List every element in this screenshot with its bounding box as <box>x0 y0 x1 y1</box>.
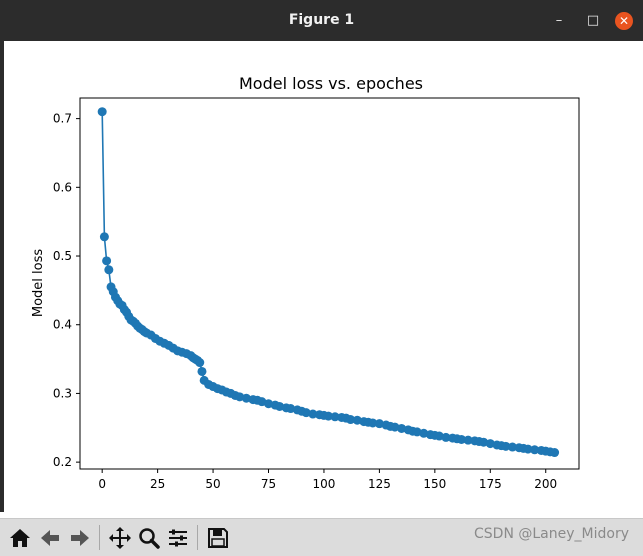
close-button[interactable]: ✕ <box>615 12 633 30</box>
data-point <box>523 444 533 454</box>
x-tick-label: 125 <box>368 477 391 491</box>
zoom-icon[interactable] <box>135 524 163 552</box>
forward-icon[interactable] <box>66 524 94 552</box>
window-border <box>0 41 4 512</box>
y-tick-label: 0.4 <box>53 318 72 332</box>
chart: Model loss vs. epoches Model loss 0 25 50 7… <box>31 74 580 491</box>
series-loss <box>97 107 560 458</box>
y-tick-label: 0.3 <box>53 386 72 400</box>
x-tick-label: 75 <box>261 477 276 491</box>
x-tick-label: 175 <box>479 477 502 491</box>
data-point <box>441 432 451 442</box>
y-axis-label: Model loss <box>31 249 46 318</box>
series-line <box>101 111 555 454</box>
data-point <box>104 265 114 275</box>
x-tick-label: 50 <box>205 477 220 491</box>
window-title: Figure 1 <box>288 12 355 28</box>
data-point <box>330 412 340 422</box>
data-point <box>99 232 109 242</box>
data-point <box>346 415 356 425</box>
data-point <box>368 418 378 428</box>
x-tick-label: 150 <box>423 477 446 491</box>
plot-frame <box>79 97 580 470</box>
chart-title: Model loss vs. epoches <box>239 74 423 93</box>
x-tick-label: 100 <box>313 477 336 491</box>
figure-canvas[interactable]: Model loss vs. epoches Model loss 0 25 50 7… <box>4 41 643 512</box>
save-icon[interactable] <box>204 524 232 552</box>
x-tick-label: 25 <box>150 477 165 491</box>
data-point <box>195 358 205 368</box>
y-tick-label: 0.5 <box>53 249 72 263</box>
data-point <box>323 411 333 421</box>
maximize-button[interactable]: □ <box>586 13 600 28</box>
data-point <box>102 256 112 266</box>
data-point <box>456 434 466 444</box>
plot-axes: 0 25 50 75 100 125 150 175 200 0.2 0.3 0.4 0.5 0.6 0.7 <box>53 97 580 491</box>
home-icon[interactable] <box>6 524 34 552</box>
y-tick-label: 0.2 <box>53 455 72 469</box>
window-titlebar[interactable]: Figure 1 – □ ✕ <box>0 0 643 41</box>
data-point <box>197 366 207 376</box>
navigation-toolbar: CSDN @Laney_Midory <box>0 518 643 556</box>
toolbar-separator <box>197 525 198 550</box>
x-tick-label: 200 <box>534 477 557 491</box>
y-tick-label: 0.7 <box>53 112 72 126</box>
configure-subplots-icon[interactable] <box>164 524 192 552</box>
data-point <box>550 448 560 458</box>
minimize-button[interactable]: – <box>555 13 563 28</box>
watermark-text: CSDN @Laney_Midory <box>474 526 629 542</box>
y-tick-label: 0.6 <box>53 180 72 194</box>
data-point <box>97 107 107 117</box>
pan-icon[interactable] <box>106 524 134 552</box>
data-point <box>463 435 473 445</box>
x-tick-label: 0 <box>98 477 106 491</box>
data-point <box>530 445 540 455</box>
data-point <box>501 441 511 451</box>
back-icon[interactable] <box>36 524 64 552</box>
data-point <box>308 409 318 419</box>
toolbar-separator <box>99 525 100 550</box>
data-point <box>507 442 517 452</box>
